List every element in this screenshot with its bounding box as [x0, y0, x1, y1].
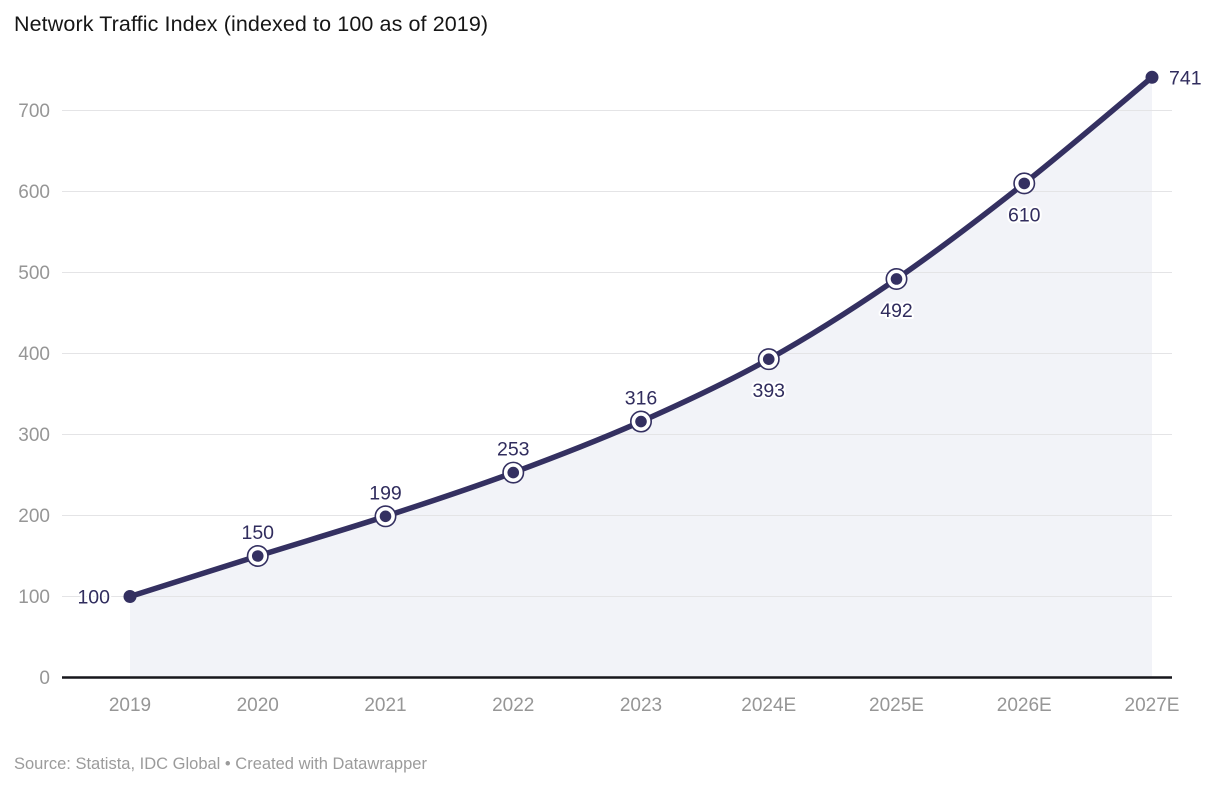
y-axis-tick-label: 200 [18, 506, 50, 527]
x-axis-tick-label: 2021 [364, 695, 406, 716]
data-point-ring [502, 461, 525, 484]
x-axis-tick-label: 2020 [237, 695, 279, 716]
data-value-label: 610 [1008, 204, 1041, 226]
data-point-ring [885, 267, 908, 290]
data-point-ring [1013, 172, 1036, 195]
data-value-label: 199 [369, 482, 402, 504]
data-point-ring [629, 410, 652, 433]
data-point-marker[interactable] [507, 466, 520, 479]
chart-title: Network Traffic Index (indexed to 100 as… [14, 12, 489, 36]
x-axis-tick-label: 2024E [741, 695, 796, 716]
area-fill [130, 77, 1152, 678]
data-value-label: 741 [1169, 67, 1202, 89]
data-value-label: 393 [752, 380, 785, 402]
data-point-marker[interactable] [1018, 177, 1031, 190]
y-axis-tick-label: 300 [18, 425, 50, 446]
y-axis-tick-label: 700 [18, 101, 50, 122]
source-attribution: Source: Statista, IDC Global • Created w… [14, 755, 427, 773]
data-value-label: 253 [497, 439, 530, 461]
x-axis-tick-label: 2026E [997, 695, 1052, 716]
x-axis-tick-label: 2027E [1125, 695, 1180, 716]
data-value-label: 150 [241, 522, 274, 544]
data-point-marker[interactable] [1145, 70, 1159, 84]
y-axis-tick-label: 400 [18, 344, 50, 365]
y-axis-tick-label: 0 [39, 668, 50, 689]
data-value-label: 100 [77, 587, 110, 609]
data-value-label: 316 [625, 388, 658, 410]
data-point-ring [374, 505, 397, 528]
data-point-marker[interactable] [379, 510, 392, 523]
y-axis-tick-label: 600 [18, 182, 50, 203]
data-point-marker[interactable] [890, 273, 903, 285]
data-value-label: 492 [880, 300, 913, 322]
data-point-marker[interactable] [251, 550, 264, 562]
y-axis-tick-label: 500 [18, 263, 50, 284]
x-axis-tick-label: 2022 [492, 695, 534, 716]
data-point-marker[interactable] [123, 590, 137, 603]
data-point-ring [757, 348, 780, 371]
x-axis-tick-label: 2023 [620, 695, 662, 716]
data-point-marker[interactable] [635, 415, 647, 428]
y-axis-tick-label: 100 [18, 587, 50, 608]
data-point-ring [246, 544, 269, 567]
data-point-marker[interactable] [762, 353, 775, 365]
x-axis-tick-label: 2025E [869, 695, 924, 716]
x-axis-tick-label: 2019 [109, 695, 151, 716]
